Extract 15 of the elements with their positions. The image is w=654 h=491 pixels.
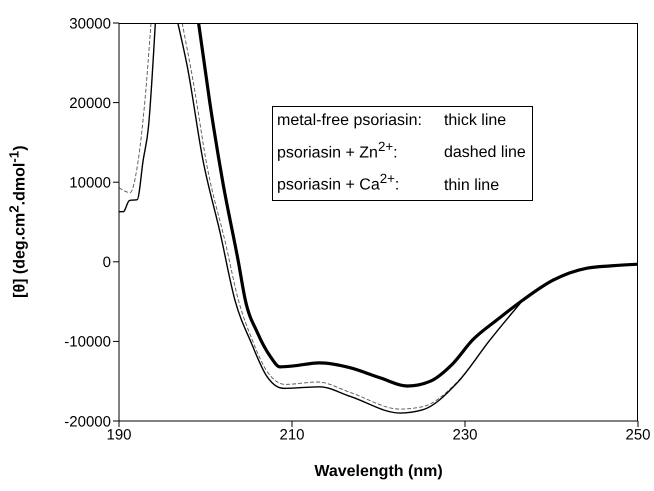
annotation: thick line (442, 111, 508, 131)
x-axis-title: Wavelength (nm) (313, 463, 444, 481)
annotation: dashed line (442, 143, 526, 164)
annotation: metal-free psoriasin: (277, 111, 422, 131)
y-tick-label: 0 (102, 254, 111, 272)
annotation: psoriasin + Zn$^{2+}$: (277, 138, 399, 164)
y-tick-label: 20000 (69, 94, 111, 112)
x-tick-label: 210 (279, 426, 305, 444)
y-tick-label: 10000 (69, 174, 111, 192)
y-tick-label: -10000 (64, 334, 111, 351)
annotation: psoriasin + Ca$^{2+}$: (277, 170, 400, 196)
annotation: thin line (442, 176, 500, 196)
y-tick-label: 30000 (69, 15, 111, 32)
x-tick-label: 250 (625, 426, 651, 444)
x-tick-label: 230 (452, 426, 478, 444)
